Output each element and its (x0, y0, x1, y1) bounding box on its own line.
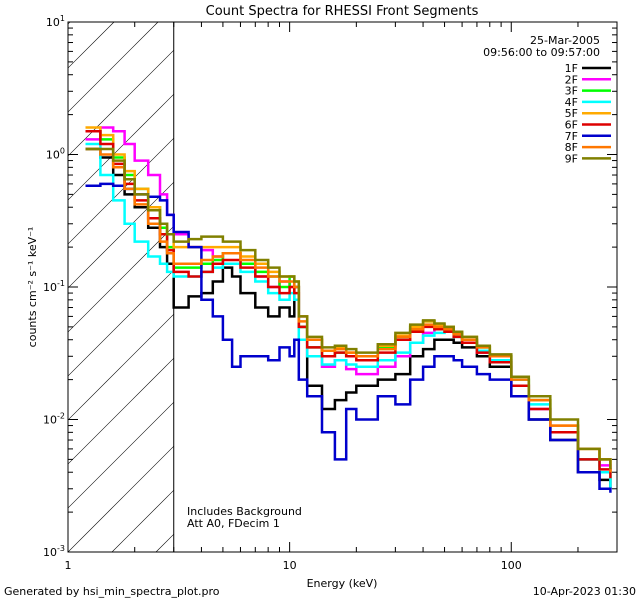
time-range-label: 09:56:00 to 09:57:00 (483, 46, 600, 59)
y-tick-label: 10-3 (43, 544, 65, 559)
series-line-7f (85, 182, 612, 493)
legend-label-9f: 9F (565, 152, 578, 165)
hatch-line (68, 401, 174, 509)
plot-frame (67, 21, 618, 553)
legend-label-3f: 3F (565, 85, 578, 98)
legend-label-4f: 4F (565, 96, 578, 109)
legend-label-5f: 5F (565, 107, 578, 120)
annotation-background: Includes Background (187, 505, 302, 518)
x-tick-label: 1 (65, 559, 72, 572)
date-label: 25-Mar-2005 (530, 34, 600, 47)
legend-label-2f: 2F (565, 73, 578, 86)
generated-by-label: Generated by hsi_min_spectra_plot.pro (4, 585, 220, 598)
legend-label-1f: 1F (565, 62, 578, 75)
hatch-line (68, 225, 174, 333)
annotation-attenuator: Att A0, FDecim 1 (187, 517, 280, 530)
y-axis-label: counts cm⁻² s⁻¹ keV⁻¹ (26, 227, 39, 348)
series-line-6f (85, 129, 612, 479)
y-tick-label: 10-2 (43, 412, 65, 427)
legend-label-8f: 8F (565, 141, 578, 154)
legend-label-7f: 7F (565, 130, 578, 143)
chart-title: Count Spectra for RHESSI Front Segments (206, 4, 479, 19)
hatch-line (111, 489, 174, 552)
y-tick-label: 101 (46, 14, 65, 29)
legend-label-6f: 6F (565, 119, 578, 132)
hatch-line (68, 93, 174, 201)
hatch-line (68, 22, 159, 113)
excluded-energy-hatch (68, 22, 174, 552)
series-line-9f (85, 147, 612, 470)
y-tick-label: 10-1 (43, 279, 65, 294)
timestamp-label: 10-Apr-2023 01:30 (533, 585, 636, 598)
series-line-3f (85, 129, 612, 480)
hatch-line (68, 269, 174, 377)
x-tick-label: 10 (283, 559, 297, 572)
x-axis-label: Energy (keV) (307, 577, 378, 590)
x-tick-label: 100 (501, 559, 522, 572)
series-line-4f (85, 142, 612, 489)
hatch-line (68, 49, 174, 157)
hatch-line (68, 445, 174, 552)
y-tick-label: 100 (46, 147, 65, 162)
series-line-8f (85, 147, 612, 473)
